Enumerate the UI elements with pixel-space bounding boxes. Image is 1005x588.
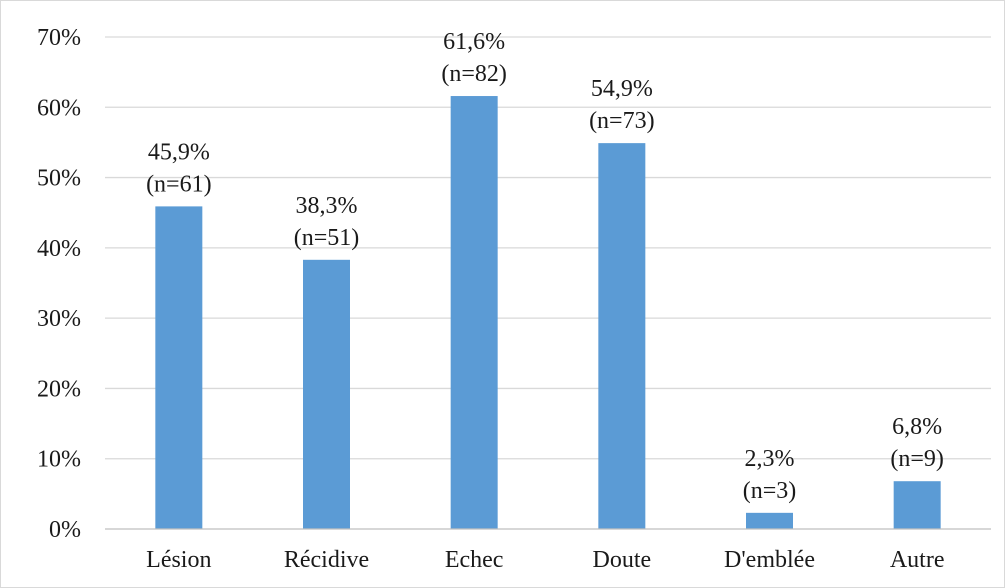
bar-1: [303, 259, 350, 529]
gridlines: [105, 36, 991, 460]
x-tick-label: Récidive: [284, 547, 369, 573]
bar-2: [450, 96, 498, 529]
labels: 0% 10% 20% 30% 40% 50% 60% 70% Lésion 45,9% (n=61)…: [37, 25, 944, 573]
data-label-count: (n=3): [743, 478, 797, 504]
x-tick-label: Lésion: [146, 547, 211, 573]
bar-0: [155, 206, 203, 530]
x-tick-label: D'emblée: [724, 547, 815, 573]
data-label-value: 6,8%: [892, 414, 942, 440]
bar-5: [893, 481, 941, 529]
bar-3: [598, 143, 646, 530]
data-label-value: 2,3%: [745, 446, 795, 472]
y-tick-label: 70%: [37, 25, 81, 51]
bars: [155, 96, 941, 530]
y-tick-label: 0%: [49, 517, 81, 543]
y-tick-label: 20%: [37, 376, 81, 402]
x-tick-label: Echec: [445, 547, 504, 573]
data-label-value: 54,9%: [591, 76, 653, 102]
data-label-count: (n=51): [294, 225, 360, 251]
x-tick-label: Doute: [593, 547, 652, 573]
y-tick-label: 10%: [37, 447, 81, 473]
bar-4: [746, 512, 793, 529]
data-label-count: (n=82): [441, 61, 507, 87]
y-tick-label: 30%: [37, 306, 81, 332]
y-tick-label: 40%: [37, 236, 81, 262]
data-label-value: 61,6%: [443, 29, 505, 55]
data-label-value: 38,3%: [296, 193, 358, 219]
data-label-count: (n=9): [890, 446, 944, 472]
y-tick-label: 60%: [37, 95, 81, 121]
y-tick-label: 50%: [37, 166, 81, 192]
x-tick-label: Autre: [890, 547, 945, 573]
data-label-count: (n=61): [146, 171, 212, 197]
data-label-value: 45,9%: [148, 139, 210, 165]
data-label-count: (n=73): [589, 108, 655, 134]
